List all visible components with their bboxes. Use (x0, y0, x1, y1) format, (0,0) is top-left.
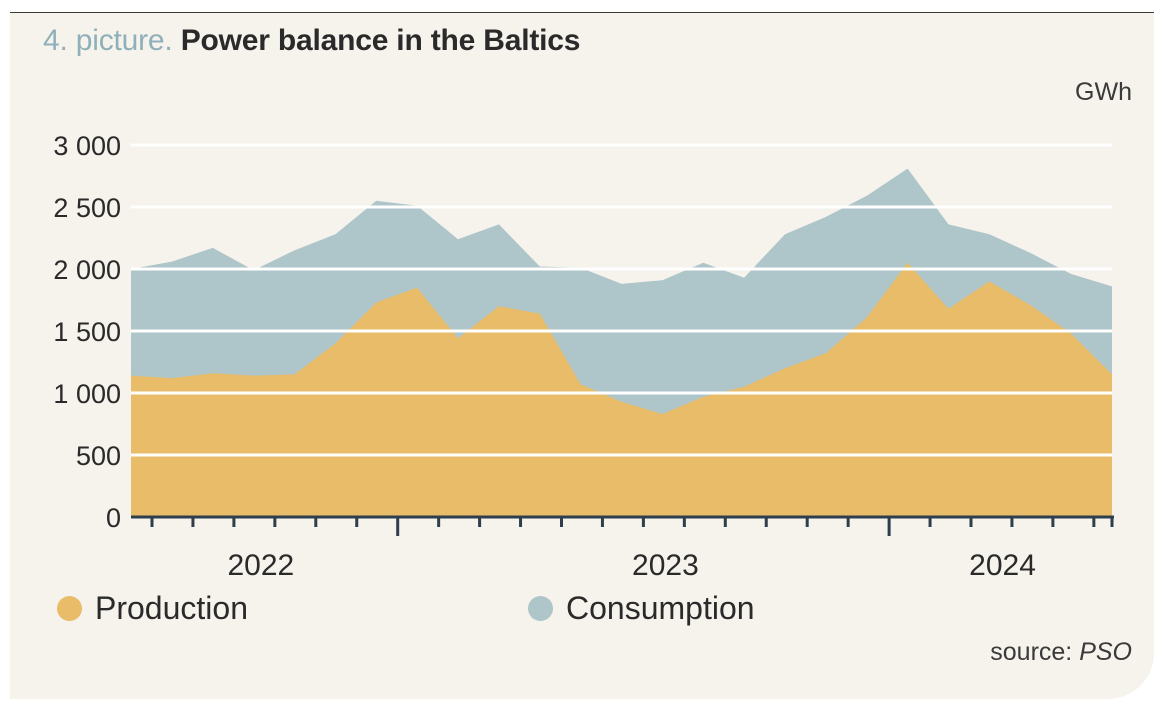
legend-consumption-label: Consumption (566, 590, 755, 626)
legend-consumption: Consumption (528, 590, 755, 627)
source-prefix: source: (990, 638, 1080, 666)
y-tick-label: 2 000 (53, 255, 121, 285)
y-tick-label: 0 (106, 503, 121, 533)
source-name: PSO (1079, 638, 1132, 666)
figure-number: 4. picture. (43, 24, 173, 57)
y-tick-label: 1 000 (53, 379, 121, 409)
source-note: source: PSO (990, 638, 1132, 667)
y-tick-label: 500 (76, 441, 121, 471)
y-tick-label: 3 000 (53, 131, 121, 161)
title-text: Power balance in the Baltics (180, 24, 581, 57)
chart-title: 4. picture. Power balance in the Baltics (43, 24, 580, 58)
production-area (131, 262, 1112, 517)
x-year-label: 2022 (227, 549, 294, 582)
x-year-label: 2024 (969, 549, 1036, 582)
production-swatch (57, 596, 82, 621)
y-tick-label: 1 500 (53, 317, 121, 347)
legend-production: Production (57, 590, 248, 627)
y-unit-label: GWh (1075, 78, 1132, 106)
consumption-swatch (528, 596, 553, 621)
legend-production-label: Production (95, 590, 248, 626)
y-tick-label: 2 500 (53, 193, 121, 223)
x-year-label: 2023 (632, 549, 699, 582)
